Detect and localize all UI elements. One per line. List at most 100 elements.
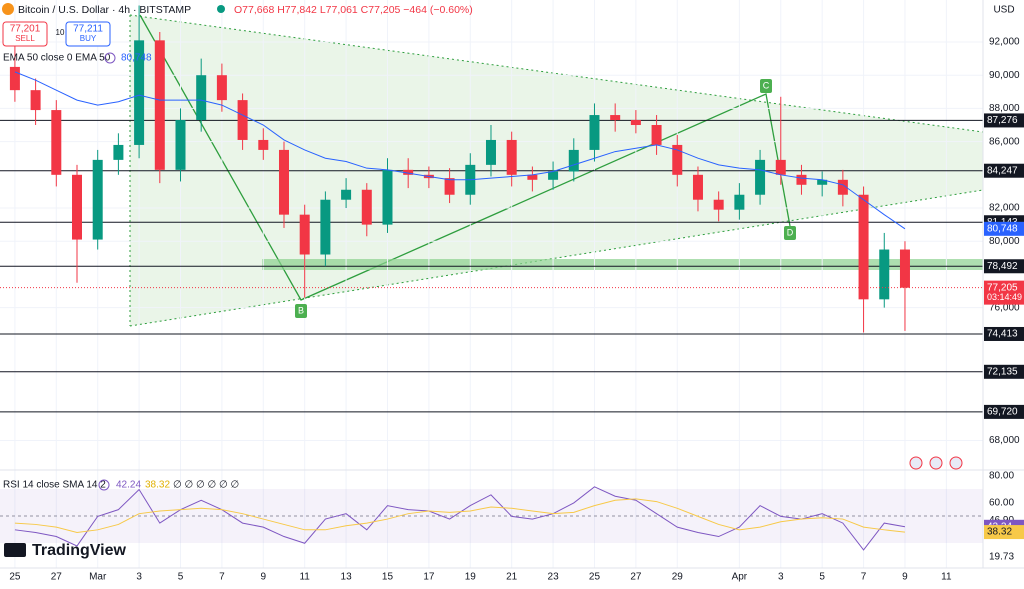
x-tick-label: 29 <box>672 572 684 583</box>
candle-body <box>382 169 393 225</box>
ema-value: 80,748 <box>121 53 152 64</box>
level-label: 87,276 <box>987 115 1018 126</box>
candle-body <box>548 171 559 180</box>
level-label-box <box>984 113 1024 128</box>
level-label-box <box>984 259 1024 274</box>
y-tick-label: 88,000 <box>989 103 1020 114</box>
rsi-settings[interactable] <box>98 479 110 491</box>
candle-body <box>527 174 538 180</box>
countdown: 03:14:49 <box>987 292 1022 302</box>
candle-body <box>692 174 703 200</box>
x-tick-label: 27 <box>51 572 63 583</box>
ema-settings[interactable] <box>104 52 116 64</box>
x-tick-label: 11 <box>299 572 310 583</box>
pattern-label: B <box>298 305 304 315</box>
candle-body <box>361 189 372 225</box>
level-label-box <box>984 404 1024 419</box>
level-label: 84,247 <box>987 165 1018 176</box>
x-tick-label: 17 <box>423 572 435 583</box>
event-icon[interactable] <box>909 456 923 470</box>
level-label: 78,492 <box>987 261 1018 272</box>
candle-body <box>879 249 890 300</box>
x-tick-label: 9 <box>902 572 908 583</box>
event-icon[interactable] <box>929 456 943 470</box>
y-tick-label: 92,000 <box>989 37 1020 48</box>
ema-label-box <box>984 221 1024 236</box>
rsi-label-box <box>984 525 1024 540</box>
y-tick-label: 76,000 <box>989 302 1020 313</box>
x-tick-label: 19 <box>465 572 477 583</box>
x-tick-label: 9 <box>261 572 267 583</box>
ema-axis-label: 80,748 <box>987 223 1018 234</box>
candle-body <box>320 199 331 255</box>
rsi-extra: ∅ ∅ ∅ ∅ ∅ ∅ <box>173 480 239 491</box>
logo: TradingView <box>32 542 127 559</box>
candle-body <box>568 149 579 172</box>
candle-body <box>51 110 62 175</box>
last-price-box <box>984 280 1024 305</box>
x-tick-label: 13 <box>341 572 353 583</box>
candle-body <box>403 169 414 175</box>
x-tick-label: 23 <box>548 572 560 583</box>
candle-body <box>258 139 269 150</box>
x-tick-label: 21 <box>506 572 518 583</box>
rsi-value: 42.24 <box>116 480 141 491</box>
x-tick-label: 15 <box>382 572 394 583</box>
btc-icon <box>2 3 14 15</box>
sell-button[interactable] <box>2 21 48 47</box>
x-tick-label: Apr <box>732 572 748 583</box>
x-tick-label: Mar <box>89 572 107 583</box>
buy-button[interactable] <box>65 21 111 47</box>
last-price-label: 77,205 <box>987 282 1018 293</box>
pattern-label: D <box>787 227 794 237</box>
triangle-lower <box>129 189 984 327</box>
candle-body <box>196 75 207 121</box>
y-tick-label: 80,000 <box>989 236 1020 247</box>
rsi-tick-label: 19.73 <box>989 552 1014 563</box>
y-tick-label: 68,000 <box>989 435 1020 446</box>
rsi-line <box>14 486 906 551</box>
candle-body <box>237 100 248 140</box>
x-tick-label: 5 <box>178 572 184 583</box>
candle-body <box>630 120 641 126</box>
spread: 10 <box>56 28 65 37</box>
x-tick-label: 7 <box>219 572 225 583</box>
candle-body <box>9 66 20 91</box>
rsi-line <box>14 498 906 534</box>
x-tick-label: 3 <box>778 572 784 583</box>
buy-label: BUY <box>80 34 97 43</box>
candle-body <box>506 139 517 175</box>
rsi-tick-label: 80.00 <box>989 471 1014 482</box>
level-label: 72,135 <box>987 366 1018 377</box>
currency: USD <box>993 5 1014 16</box>
candle-body <box>589 115 600 150</box>
pattern-label: C <box>763 80 770 90</box>
x-tick-label: 5 <box>819 572 825 583</box>
support-zone <box>262 259 983 270</box>
level-label-box <box>984 364 1024 379</box>
candle-body <box>734 194 745 210</box>
y-tick-label: 86,000 <box>989 136 1020 147</box>
ema-legend: EMA 50 close 0 EMA 50 <box>3 53 111 64</box>
logo-icon <box>4 543 26 557</box>
candle-body <box>817 179 828 185</box>
candle-body <box>299 214 310 255</box>
pattern-label-box <box>295 304 307 318</box>
candle-body <box>175 120 186 170</box>
candle-body <box>444 178 455 195</box>
rsi-legend: RSI 14 close SMA 14 2 <box>3 480 106 491</box>
x-tick-label: 7 <box>861 572 867 583</box>
candle-body <box>651 125 662 145</box>
candle-body <box>113 144 124 160</box>
candle-body <box>216 75 227 101</box>
level-label-box <box>984 326 1024 341</box>
y-tick-label: 90,000 <box>989 70 1020 81</box>
candle-body <box>278 149 289 215</box>
rsi-tick-label: 60.00 <box>989 498 1014 509</box>
sell-label: SELL <box>15 34 35 43</box>
event-icon[interactable] <box>949 456 963 470</box>
candle-body <box>837 179 848 195</box>
candle-body <box>672 144 683 175</box>
candle-body <box>899 249 910 288</box>
